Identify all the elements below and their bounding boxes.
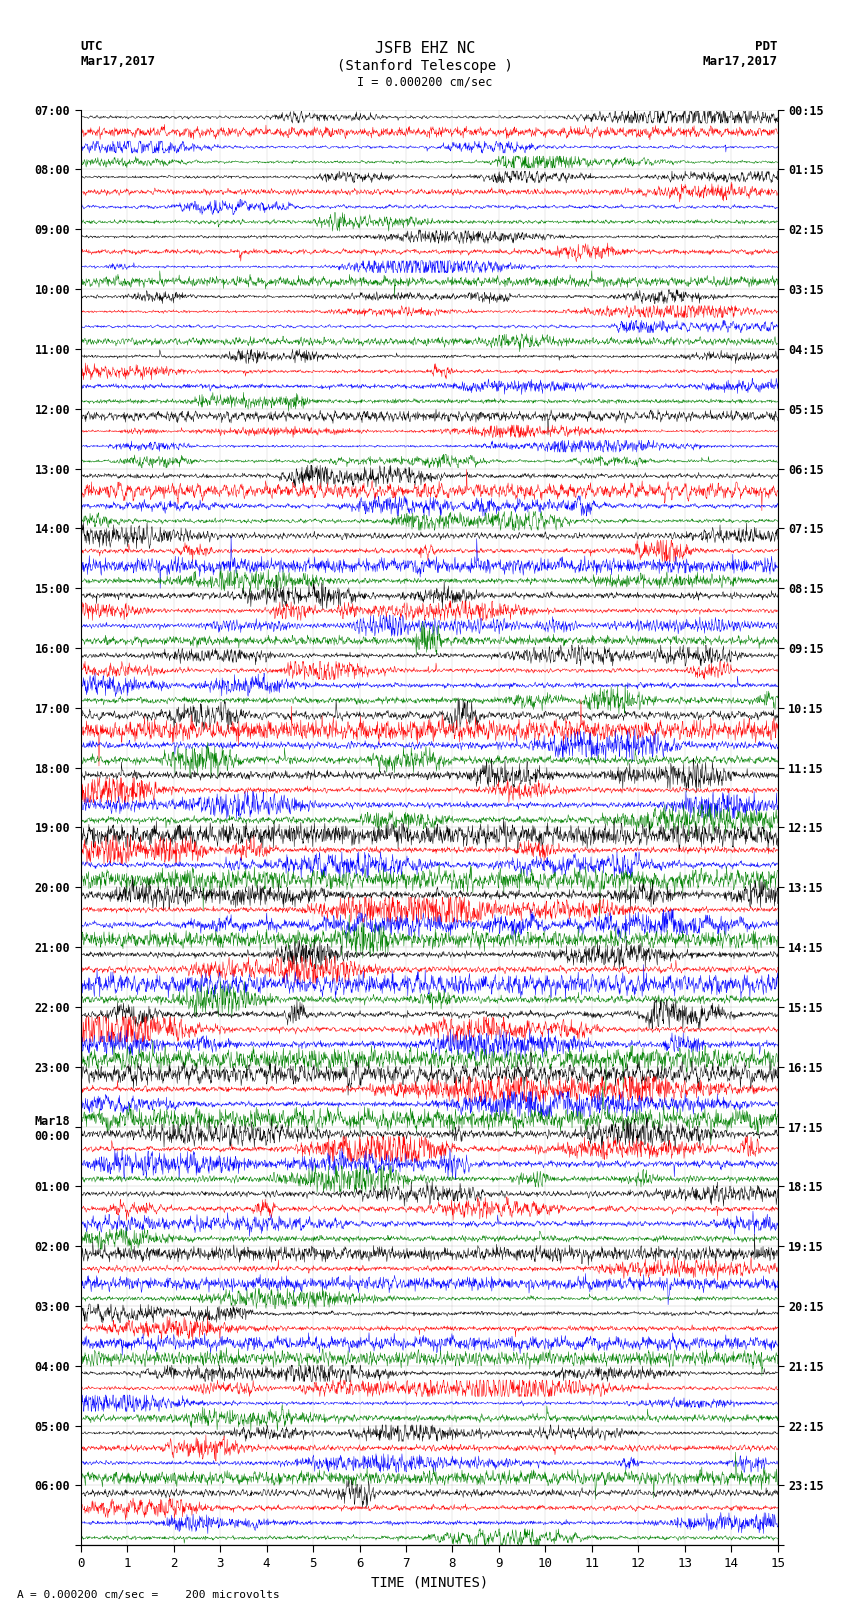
Text: Mar17,2017: Mar17,2017 [81,55,156,68]
X-axis label: TIME (MINUTES): TIME (MINUTES) [371,1576,488,1590]
Text: UTC: UTC [81,40,103,53]
Text: = 0.000200 cm/sec =    200 microvolts: = 0.000200 cm/sec = 200 microvolts [30,1590,280,1600]
Text: JSFB EHZ NC: JSFB EHZ NC [375,42,475,56]
Text: PDT: PDT [756,40,778,53]
Text: (Stanford Telescope ): (Stanford Telescope ) [337,58,513,73]
Text: I = 0.000200 cm/sec: I = 0.000200 cm/sec [357,76,493,89]
Text: Mar17,2017: Mar17,2017 [703,55,778,68]
Text: A: A [17,1590,24,1600]
